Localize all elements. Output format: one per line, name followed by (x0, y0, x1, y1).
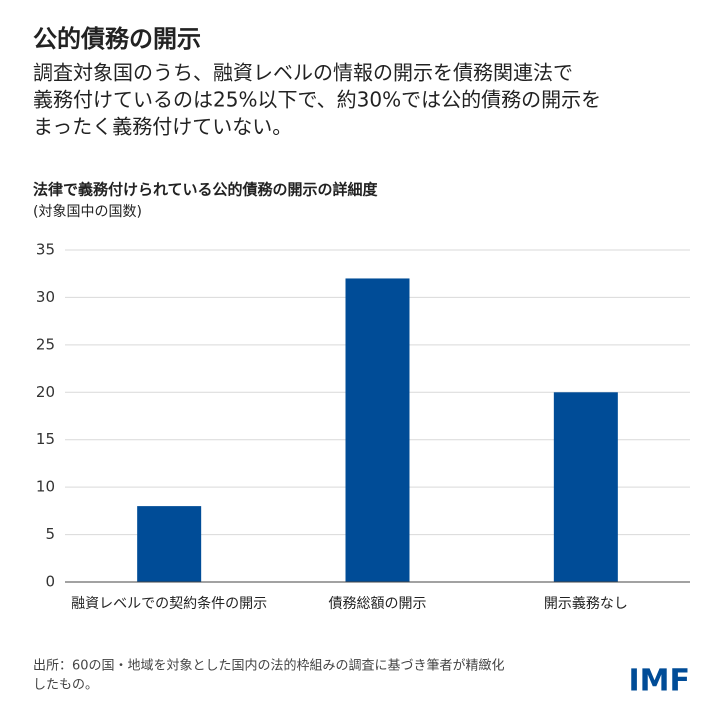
subtitle-line: 義務付けているのは25%以下で、約30%では公的債務の開示を (33, 88, 601, 112)
y-tick-label: 5 (45, 525, 55, 543)
title: 公的債務の開示 (33, 25, 201, 53)
x-tick-label: 開示義務なし (544, 595, 628, 612)
y-tick-label: 30 (36, 288, 55, 306)
y-tick-label: 35 (36, 241, 55, 259)
y-tick-label: 0 (45, 573, 55, 591)
bar (345, 278, 410, 582)
x-tick-label: 債務総額の開示 (329, 596, 427, 612)
y-tick-label: 15 (36, 430, 55, 448)
logo: IMF (628, 664, 690, 699)
source-line: したもの。 (33, 678, 98, 693)
bar (137, 506, 202, 582)
subtitle-line: まったく義務付けていない。 (33, 115, 292, 139)
y-axis-label: (対象国中の国数) (33, 204, 142, 220)
y-tick-label: 20 (36, 383, 55, 401)
chart-title: 法律で義務付けられている公的債務の開示の詳細度 (33, 181, 379, 199)
source-line: 出所：60の国・地域を対象とした国内の法的枠組みの調査に基づき筆者が精緻化 (33, 658, 505, 674)
y-tick-label: 10 (36, 478, 55, 496)
y-tick-label: 25 (36, 335, 55, 353)
x-tick-label: 融資レベルでの契約条件の開示 (71, 595, 267, 612)
bar (553, 392, 618, 582)
subtitle-line: 調査対象国のうち、融資レベルの情報の開示を債務関連法で (33, 61, 573, 85)
